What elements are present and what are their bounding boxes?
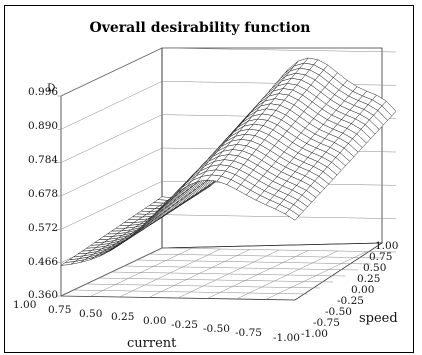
left-wall-gridline: [60, 81, 163, 130]
current-tick: 0.75: [48, 304, 71, 316]
current-axis-label: current: [127, 336, 177, 351]
speed-tick: -0.25: [337, 295, 364, 307]
floor-gridline: [207, 250, 309, 299]
z-tick: 0.572: [28, 222, 58, 234]
floor-gridline: [236, 250, 338, 300]
floor-gridline: [136, 259, 371, 265]
current-tick: 1.00: [13, 299, 36, 311]
speed-tick: -0.50: [325, 306, 352, 318]
speed-tick: 0.50: [363, 262, 386, 274]
current-tick: -0.50: [203, 323, 230, 335]
z-tick: 0.996: [28, 86, 58, 98]
speed-tick: -1.00: [301, 328, 328, 340]
z-tick: 0.360: [28, 289, 58, 301]
z-axis: D 0.360 0.466 0.572 0.678 0.784 0.890 0.…: [28, 82, 58, 301]
current-tick: 0.25: [111, 311, 134, 323]
z-axis-label: D: [47, 82, 55, 94]
surface-chart: Overall desirability function D 0.360 0.…: [13, 20, 398, 351]
left-wall-gridline: [60, 47, 163, 97]
left-wall-gridline: [60, 181, 163, 230]
z-tick: 0.678: [28, 188, 58, 200]
current-axis: 1.00 0.75 0.50 0.25 0.00 -0.25 -0.50 -0.…: [13, 299, 300, 351]
current-tick: 0.50: [79, 308, 102, 320]
chart-frame: Overall desirability function D 0.360 0.…: [4, 5, 414, 353]
floor-gridline: [149, 253, 384, 259]
floor-gridline: [111, 271, 346, 277]
current-tick: -1.00: [273, 332, 300, 344]
left-wall-gridline: [60, 147, 163, 197]
current-tick: -0.25: [171, 319, 198, 331]
left-wall-gridline: [60, 114, 163, 163]
z-tick: 0.890: [28, 120, 58, 132]
floor-gridline: [265, 251, 367, 300]
current-tick: -0.75: [235, 327, 262, 339]
surface-mesh: [60, 57, 397, 266]
speed-tick: 1.00: [375, 240, 398, 252]
current-tick: 0.00: [143, 315, 166, 327]
chart-title: Overall desirability function: [90, 20, 311, 36]
speed-tick: 0.75: [369, 251, 392, 263]
floor-gridline: [124, 265, 359, 271]
speed-axis-label: speed: [359, 311, 398, 326]
z-tick: 0.466: [28, 256, 58, 268]
right-wall-gridline: [161, 214, 397, 219]
z-tick: 0.784: [28, 154, 58, 166]
speed-tick: -0.75: [313, 317, 340, 329]
right-wall-gridline: [161, 47, 397, 53]
speed-tick: 0.25: [357, 273, 380, 285]
surface-cell: [284, 208, 300, 221]
speed-axis: -1.00 -0.75 -0.50 -0.25 0.00 0.25 0.50 0…: [301, 240, 398, 340]
speed-tick: 0.00: [351, 284, 374, 296]
